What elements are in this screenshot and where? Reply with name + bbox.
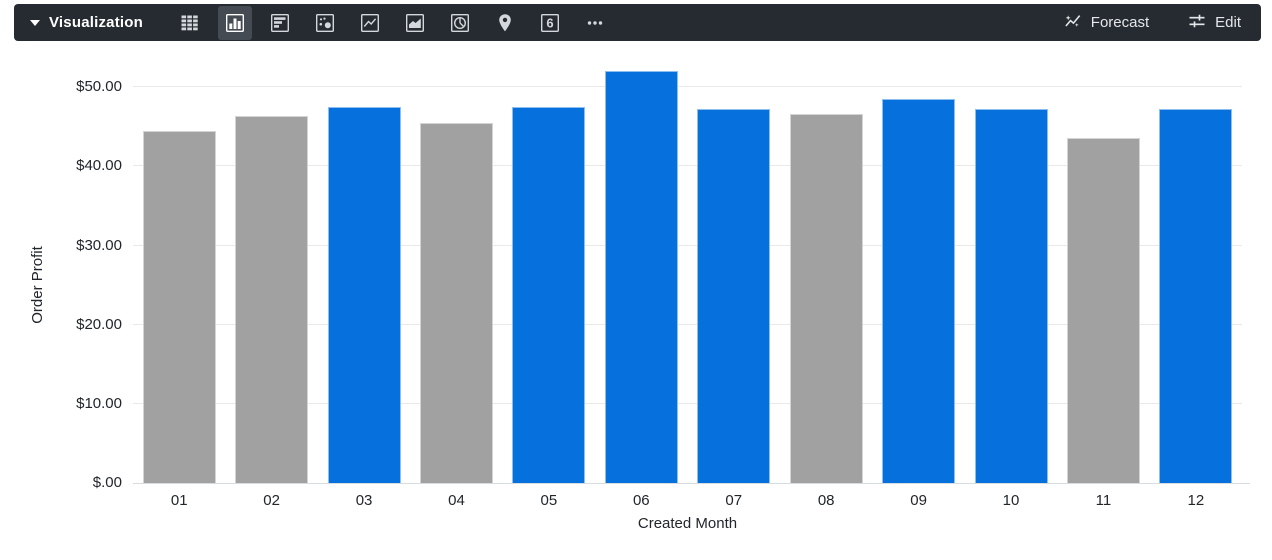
viz-type-area-button[interactable] [398,6,432,40]
bar-slot [780,60,872,483]
y-axis-title: Order Profit [29,246,46,324]
toolbar-title: Visualization [49,14,144,31]
forecast-button[interactable]: Forecast [1063,11,1149,35]
bar-slot [410,60,502,483]
bar-slot [225,60,317,483]
single-value-icon: 6 [538,11,562,35]
edit-button[interactable]: Edit [1187,11,1241,35]
tune-sliders-icon [1187,11,1207,35]
gridline [133,323,1242,325]
area-chart-icon [403,11,427,35]
bar-slot [872,60,964,483]
viz-type-line-button[interactable] [353,6,387,40]
table-icon [178,11,202,35]
x-axis-tick-labels: 01 02 03 04 05 06 07 08 09 10 11 12 [133,491,1242,511]
bar-slot [1057,60,1149,483]
y-tick-label: $10.00 [76,394,122,412]
bar-slot [318,60,410,483]
bar-01[interactable] [142,130,216,483]
bar-slot [133,60,225,483]
svg-text:6: 6 [546,15,553,30]
ellipsis-icon [583,11,607,35]
forecast-sparkle-icon [1063,11,1083,35]
gridline [133,244,1242,246]
plot-area [133,60,1242,483]
forecast-label: Forecast [1090,14,1150,31]
viz-type-single-value-button[interactable]: 6 [533,6,567,40]
x-tick-label: 01 [170,492,188,509]
viz-type-scatter-button[interactable] [308,6,342,40]
x-tick-label: 02 [263,492,280,509]
x-axis-line [133,483,1250,484]
x-tick-label: 10 [1002,492,1020,509]
bar-slot [965,60,1057,483]
bar-11[interactable] [1066,137,1140,483]
gridline [133,165,1242,167]
viz-type-column-button[interactable] [218,5,253,40]
bar-08[interactable] [789,114,863,483]
x-tick-label: 04 [448,492,465,509]
x-tick-label: 08 [817,492,835,509]
gridline [133,86,1242,88]
bar-05[interactable] [512,107,586,483]
y-tick-label: $20.00 [76,315,122,333]
x-tick-label: 11 [1095,492,1112,509]
x-tick-label: 07 [725,492,743,509]
viz-type-table-button[interactable] [173,6,207,40]
bar-slot [595,60,687,483]
visualization-toolbar: Visualization [14,4,1261,41]
x-tick-label: 09 [910,492,927,509]
visualization-collapse-toggle[interactable]: Visualization [30,14,143,31]
bar-02[interactable] [235,115,309,483]
bar-chart-icon [268,11,292,35]
viz-type-bar-button[interactable] [263,6,297,40]
column-chart-icon [223,11,247,35]
x-tick-label: 12 [1187,492,1205,509]
y-tick-label: $30.00 [76,236,122,254]
gridline [133,402,1242,404]
bar-06[interactable] [604,71,678,483]
y-tick-label: $50.00 [76,78,122,96]
bar-slot [1150,60,1242,483]
pie-chart-icon [448,11,472,35]
viz-type-map-button[interactable] [488,6,522,40]
viz-type-pie-button[interactable] [443,6,477,40]
y-tick-label: $40.00 [76,157,122,175]
bar-slot [503,60,595,483]
bar-12[interactable] [1159,109,1233,483]
bar-07[interactable] [697,109,771,483]
line-chart-icon [358,11,382,35]
bar-09[interactable] [882,99,956,483]
bar-04[interactable] [419,122,493,483]
bar-slot [688,60,780,483]
bar-10[interactable] [974,109,1048,483]
viz-type-picker: 6 [173,5,612,40]
chevron-down-icon [30,19,40,26]
x-axis-title: Created Month [637,515,738,532]
scatter-plot-icon [313,11,337,35]
x-tick-label: 06 [632,492,650,509]
x-tick-label: 03 [355,492,373,509]
viz-type-more-button[interactable] [578,6,612,40]
column-chart: Order Profit $.00 $10.00 $20.00 $30.00 $40.0… [0,55,1272,560]
map-pin-icon [493,11,517,35]
bar-series [133,60,1242,483]
y-tick-label: $.00 [92,474,122,491]
bar-03[interactable] [327,107,401,483]
edit-label: Edit [1215,14,1241,31]
x-tick-label: 05 [540,492,558,509]
